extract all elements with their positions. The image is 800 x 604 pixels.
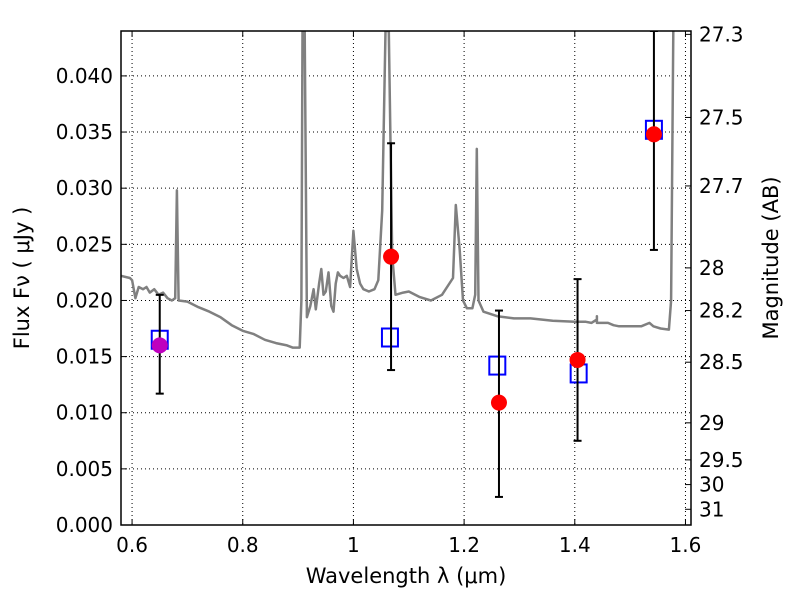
data-point (645, 126, 662, 143)
mag-tick-label: 29.5 (699, 448, 744, 472)
mag-tick-label: 27.3 (699, 22, 744, 46)
y-tick-label: 0.035 (56, 120, 113, 144)
y-tick-label: 0.040 (56, 64, 113, 88)
y-tick-label: 0.015 (56, 345, 113, 369)
mag-tick-label: 27.5 (699, 105, 744, 129)
model-square-marker (488, 355, 507, 376)
mag-tick-label: 29 (699, 411, 724, 435)
y-tick-label: 0.025 (56, 232, 113, 256)
mag-tick-label: 30 (699, 473, 724, 497)
y-tick-label: 0.020 (56, 288, 113, 312)
y-tick-label: 0.000 (56, 513, 113, 537)
y-tick-label: 0.030 (56, 176, 113, 200)
y2-axis-label: Magnitude (AB) (759, 176, 783, 339)
mag-tick-label: 27.7 (699, 174, 744, 198)
plot-frame (120, 30, 692, 526)
model-square-marker (380, 327, 399, 348)
mag-tick-label: 31 (699, 497, 724, 521)
mag-tick-label: 28.2 (699, 299, 744, 323)
x-tick-label: 1 (347, 533, 360, 557)
data-point (569, 351, 586, 368)
x-tick-label: 1.2 (448, 533, 480, 557)
plot-area (121, 31, 675, 498)
y-axis-label: Flux Fν ( μJy ) (10, 207, 34, 350)
x-tick-label: 1.6 (670, 533, 702, 557)
x-tick-label: 0.6 (116, 533, 148, 557)
data-point (383, 248, 400, 265)
x-tick-label: 0.8 (227, 533, 259, 557)
data-point (490, 394, 507, 411)
y-tick-label: 0.005 (56, 457, 113, 481)
x-tick-label: 1.4 (559, 533, 591, 557)
data-point (151, 337, 168, 354)
y-tick-label: 0.010 (56, 401, 113, 425)
x-axis-label: Wavelength λ (μm) (306, 564, 507, 588)
mag-tick-label: 28.5 (699, 350, 744, 374)
mag-tick-label: 28 (699, 256, 724, 280)
